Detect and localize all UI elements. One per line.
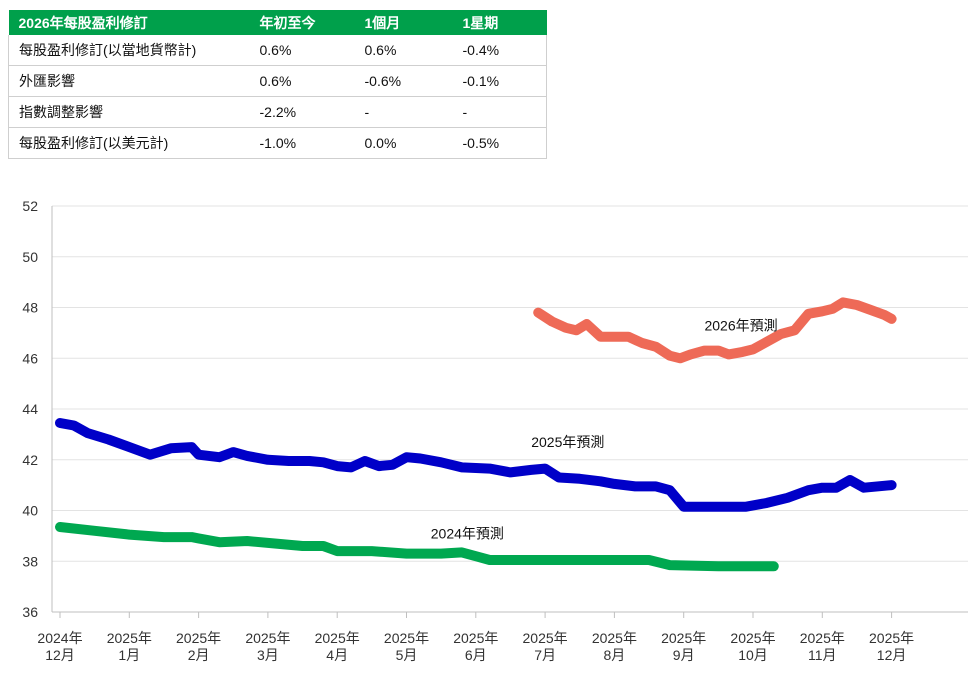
- x-tick-label-year: 2025年: [800, 630, 845, 646]
- x-tick-label-year: 2025年: [869, 630, 914, 646]
- y-tick-label: 46: [22, 350, 38, 366]
- table-row: 指數調整影響 -2.2% - -: [8, 96, 547, 128]
- y-tick-label: 40: [22, 503, 38, 519]
- series-line-2026-forecast: [533, 297, 897, 364]
- y-tick-label: 36: [22, 604, 38, 620]
- x-tick-label-year: 2025年: [176, 630, 221, 646]
- row-eps-local-currency-ytd: 0.6%: [259, 35, 365, 66]
- row-eps-local-currency-label: 每股盈利修訂(以當地貨幣計): [8, 35, 260, 66]
- y-tick-label: 48: [22, 300, 38, 316]
- table-row: 每股盈利修訂(以當地貨幣計) 0.6% 0.6% -0.4%: [8, 35, 547, 66]
- x-tick-label-year: 2025年: [592, 630, 637, 646]
- x-tick-label-month: 5月: [396, 647, 418, 663]
- x-tick-label-month: 11月: [808, 647, 837, 663]
- row-index-adjustment-1m: -: [364, 96, 463, 128]
- row-fx-impact-1m: -0.6%: [364, 65, 463, 97]
- eps-revision-table: 2026年每股盈利修訂 年初至今 1個月 1星期 每股盈利修訂(以當地貨幣計) 0…: [8, 10, 547, 159]
- x-tick-label-year: 2025年: [730, 630, 775, 646]
- y-tick-label: 52: [22, 198, 38, 214]
- series-line-2025-forecast: [55, 418, 897, 512]
- row-eps-usd-label: 每股盈利修訂(以美元計): [8, 127, 260, 159]
- x-axis-ticks: 2024年12月2025年1月2025年2月2025年3月2025年4月2025…: [37, 612, 914, 663]
- chart-series: [55, 297, 897, 572]
- x-tick-label-month: 9月: [673, 647, 695, 663]
- row-fx-impact-1w: -0.1%: [462, 65, 547, 97]
- table-header-ytd: 年初至今: [259, 10, 365, 35]
- series-label: 2026年預測: [704, 317, 777, 333]
- x-tick-label-month: 2月: [188, 647, 210, 663]
- x-tick-label-year: 2025年: [523, 630, 568, 646]
- x-tick-label-year: 2025年: [315, 630, 360, 646]
- y-axis-ticks: 36 38 40 42 44 46 48 50 52: [22, 198, 38, 620]
- row-eps-usd-ytd: -1.0%: [259, 127, 365, 159]
- y-tick-label: 38: [22, 553, 38, 569]
- table-header-title: 2026年每股盈利修訂: [8, 10, 260, 35]
- table-header-1m: 1個月: [364, 10, 463, 35]
- x-tick-label-month: 4月: [326, 647, 348, 663]
- chart-gridlines: [52, 205, 968, 562]
- x-tick-label-year: 2025年: [107, 630, 152, 646]
- x-tick-label-month: 12月: [45, 647, 75, 663]
- row-index-adjustment-1w: -: [462, 96, 547, 128]
- series-label: 2024年預測: [431, 525, 504, 541]
- table-header-row: 2026年每股盈利修訂 年初至今 1個月 1星期: [8, 10, 547, 35]
- row-fx-impact-ytd: 0.6%: [259, 65, 365, 97]
- x-tick-label-month: 6月: [465, 647, 487, 663]
- y-tick-label: 42: [22, 452, 38, 468]
- row-eps-usd-1w: -0.5%: [462, 127, 547, 159]
- x-tick-label-year: 2025年: [661, 630, 706, 646]
- x-tick-label-month: 10月: [738, 647, 768, 663]
- series-line-2024-forecast: [55, 522, 779, 572]
- x-tick-label-month: 3月: [257, 647, 279, 663]
- x-tick-label-month: 1月: [118, 647, 140, 663]
- y-tick-label: 50: [22, 249, 38, 265]
- series-labels: 2026年預測 2025年預測 2024年預測: [431, 317, 778, 541]
- table-header-1w: 1星期: [462, 10, 547, 35]
- row-eps-local-currency-1w: -0.4%: [462, 35, 547, 66]
- row-fx-impact-label: 外匯影響: [8, 65, 260, 97]
- table-row: 外匯影響 0.6% -0.6% -0.1%: [8, 65, 547, 97]
- table-row: 每股盈利修訂(以美元計) -1.0% 0.0% -0.5%: [8, 127, 547, 159]
- row-index-adjustment-ytd: -2.2%: [259, 96, 365, 128]
- x-tick-label-month: 12月: [877, 647, 907, 663]
- x-tick-label-year: 2025年: [245, 630, 290, 646]
- x-tick-label-year: 2025年: [384, 630, 429, 646]
- x-tick-label-year: 2025年: [453, 630, 498, 646]
- row-eps-usd-1m: 0.0%: [364, 127, 463, 159]
- x-tick-label-month: 8月: [604, 647, 626, 663]
- row-eps-local-currency-1m: 0.6%: [364, 35, 463, 66]
- series-label: 2025年預測: [531, 434, 604, 450]
- row-index-adjustment-label: 指數調整影響: [8, 96, 260, 128]
- x-tick-label-year: 2024年: [37, 630, 82, 646]
- y-tick-label: 44: [22, 401, 38, 417]
- x-tick-label-month: 7月: [534, 647, 556, 663]
